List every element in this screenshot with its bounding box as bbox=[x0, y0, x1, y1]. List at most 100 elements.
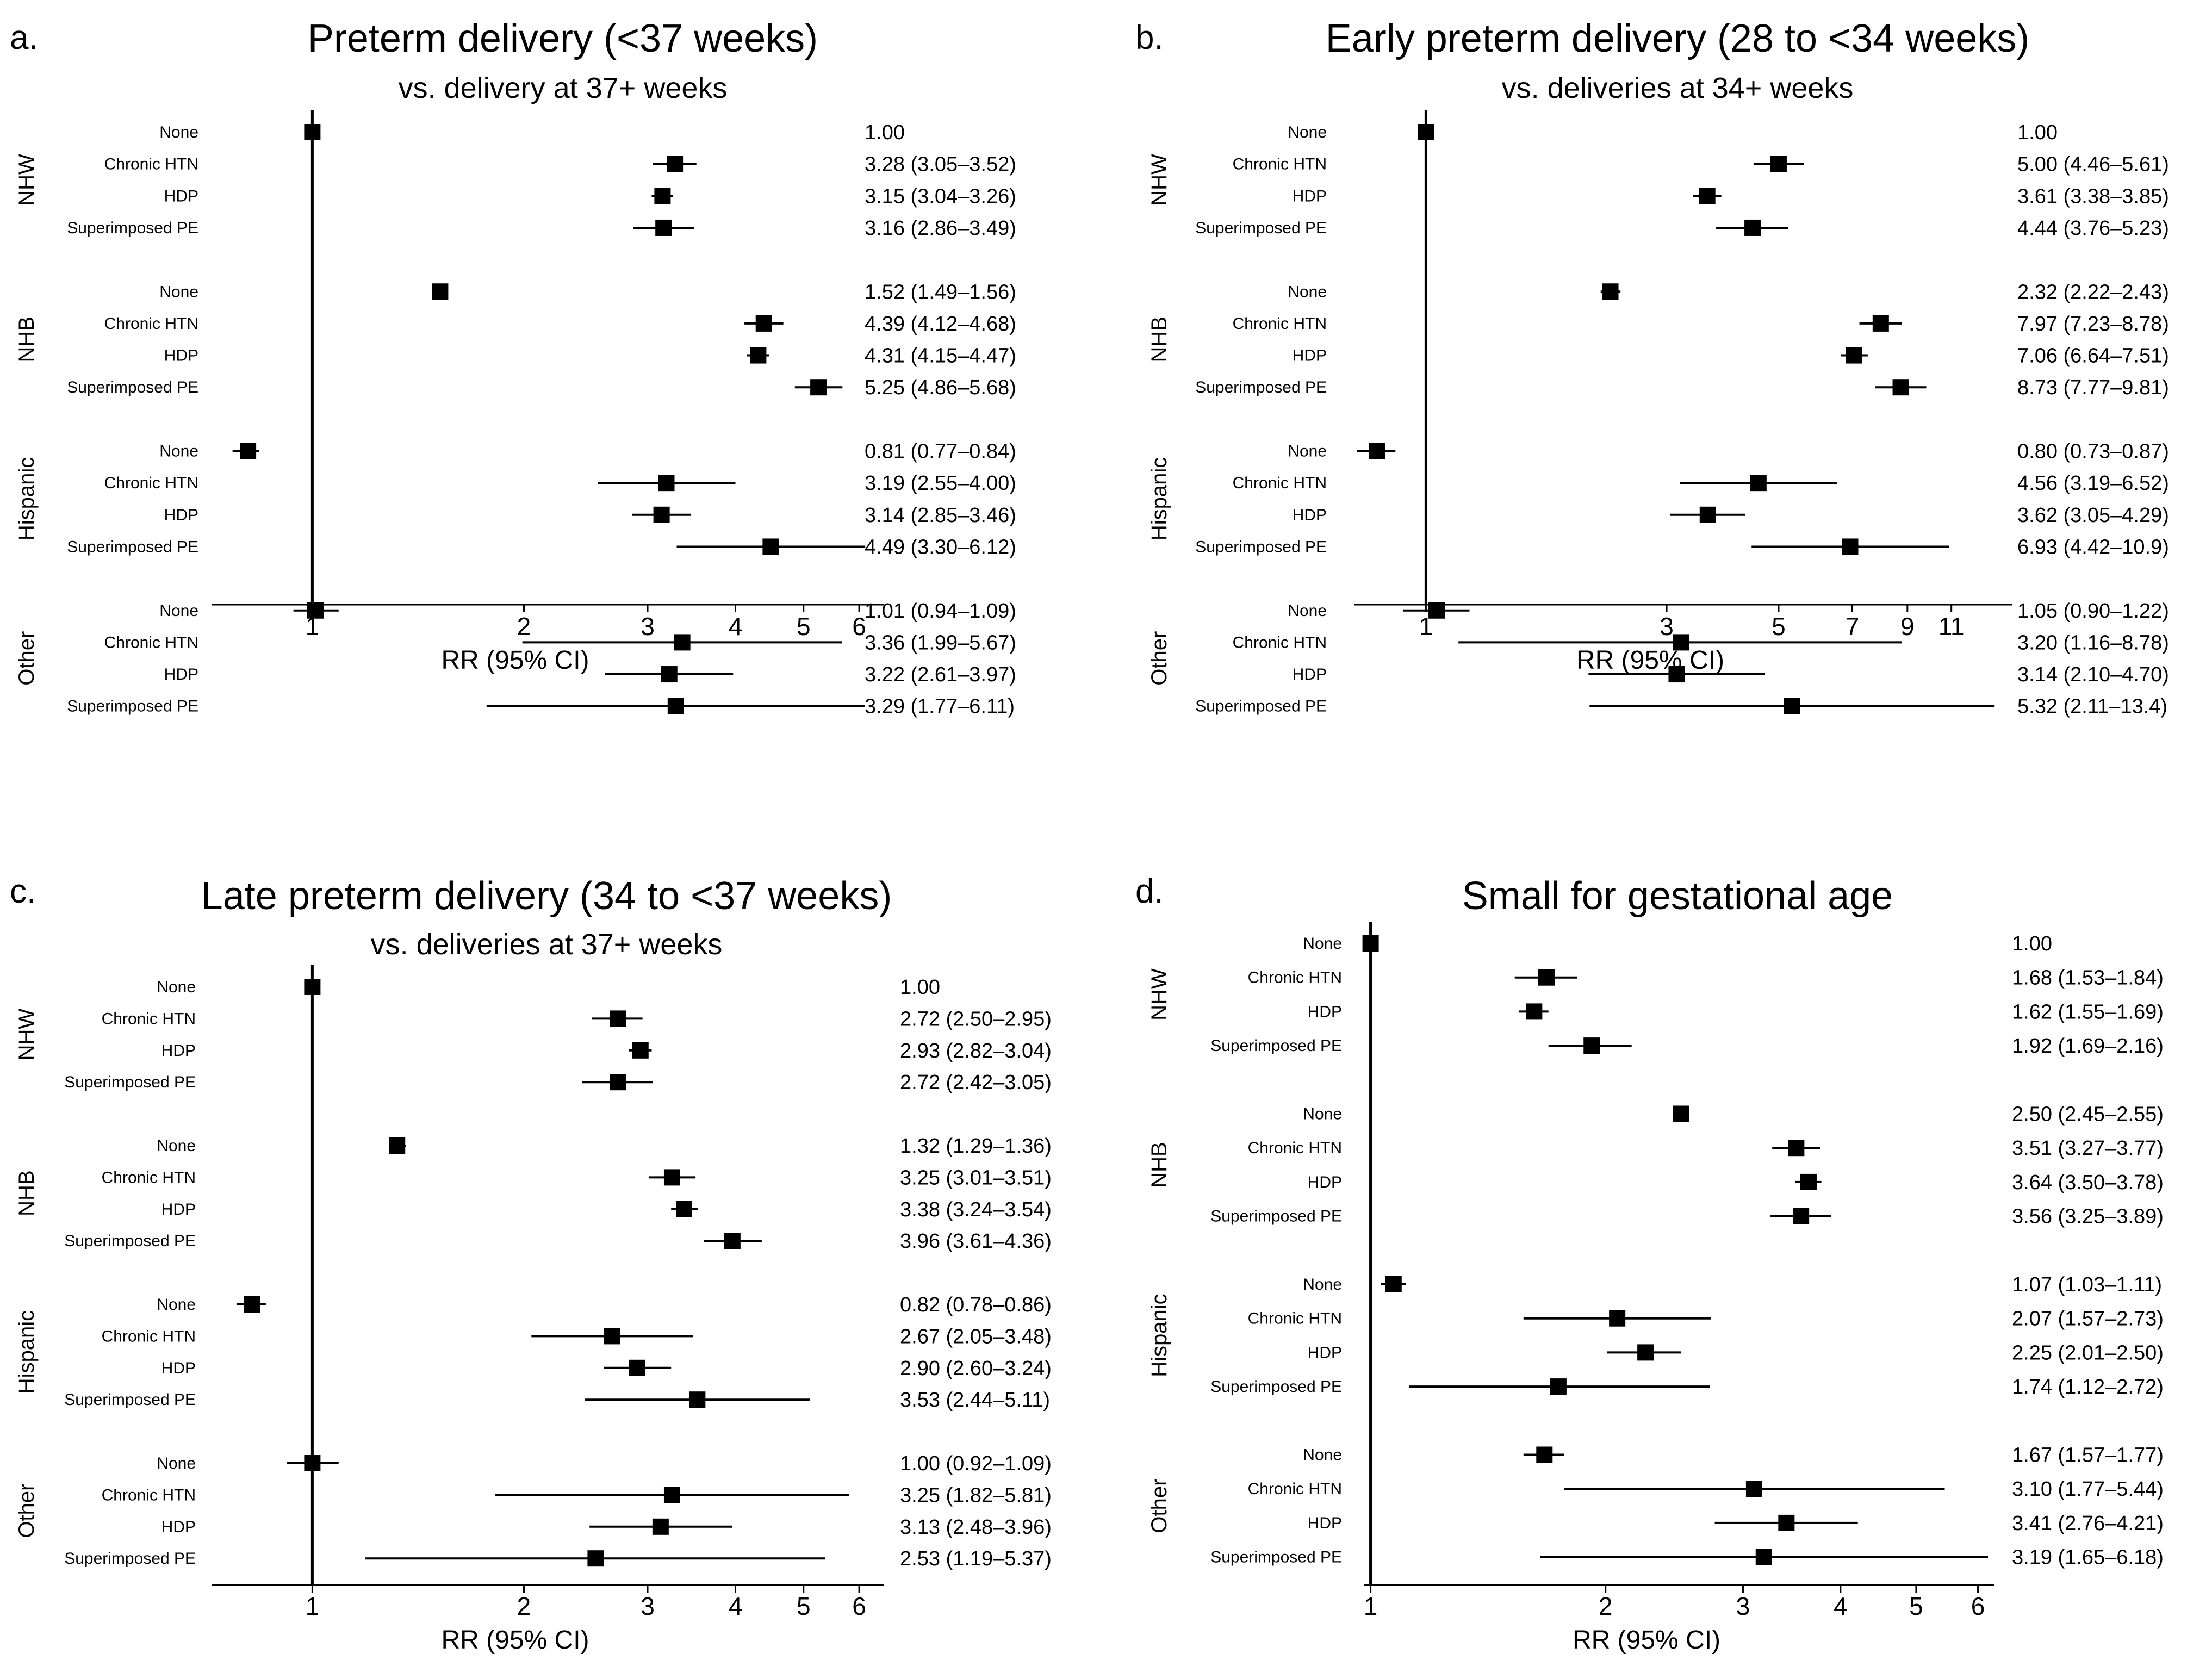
x-tick-label: 3 bbox=[641, 1592, 655, 1620]
x-tick-label: 7 bbox=[1846, 612, 1860, 641]
rr-value-label: 3.56 (3.25–3.89) bbox=[2012, 1205, 2164, 1228]
point-estimate bbox=[762, 538, 779, 555]
row-label: HDP bbox=[1293, 347, 1327, 365]
x-tick-label: 5 bbox=[1772, 612, 1786, 641]
row-label: HDP bbox=[1293, 187, 1327, 205]
point-estimate bbox=[587, 1550, 604, 1567]
rr-value-label: 5.25 (4.86–5.68) bbox=[865, 376, 1016, 399]
point-estimate bbox=[632, 1042, 649, 1059]
panel-label: d. bbox=[1135, 873, 1164, 910]
row-label: HDP bbox=[164, 187, 198, 205]
point-estimate bbox=[1385, 1276, 1402, 1292]
point-estimate bbox=[1369, 443, 1385, 459]
x-axis-label: RR (95% CI) bbox=[1573, 1626, 1720, 1655]
panel-title: Early preterm delivery (28 to <34 weeks) bbox=[1326, 17, 2030, 60]
row-label: None bbox=[1288, 602, 1327, 620]
x-axis-label: RR (95% CI) bbox=[1576, 646, 1724, 675]
group-label: Hispanic bbox=[1147, 457, 1171, 540]
panel-subtitle: vs. delivery at 37+ weeks bbox=[399, 72, 728, 104]
panel-subtitle: vs. deliveries at 37+ weeks bbox=[371, 928, 723, 961]
group-label: NHB bbox=[1147, 316, 1171, 362]
row-label: HDP bbox=[1308, 1173, 1342, 1191]
rr-value-label: 8.73 (7.77–9.81) bbox=[2017, 376, 2169, 399]
row-label: Chronic HTN bbox=[1233, 474, 1327, 492]
rr-value-label: 3.61 (3.38–3.85) bbox=[2017, 185, 2169, 208]
rr-value-label: 3.28 (3.05–3.52) bbox=[865, 153, 1016, 176]
group-label: NHB bbox=[1147, 1142, 1171, 1188]
rr-value-label: 1.92 (1.69–2.16) bbox=[2012, 1035, 2164, 1058]
rr-value-label: 3.13 (2.48–3.96) bbox=[900, 1516, 1052, 1539]
rr-value-label: 3.25 (1.82–5.81) bbox=[900, 1484, 1052, 1507]
x-tick-label: 4 bbox=[729, 612, 743, 641]
row-label: Chronic HTN bbox=[102, 1327, 196, 1345]
panel-label: c. bbox=[10, 873, 36, 910]
point-estimate bbox=[1526, 1003, 1543, 1020]
point-estimate bbox=[1699, 188, 1716, 204]
group-label: Other bbox=[1147, 631, 1171, 686]
row-label: None bbox=[1288, 443, 1327, 461]
row-label: Superimposed PE bbox=[64, 1232, 196, 1250]
point-estimate bbox=[1784, 698, 1800, 714]
point-estimate bbox=[1892, 379, 1909, 396]
row-label: None bbox=[1303, 935, 1342, 953]
rr-value-label: 0.80 (0.73–0.87) bbox=[2017, 440, 2169, 463]
rr-value-label: 3.22 (2.61–3.97) bbox=[865, 663, 1016, 686]
point-estimate bbox=[243, 1296, 260, 1313]
point-estimate bbox=[629, 1359, 645, 1376]
point-estimate bbox=[610, 1074, 626, 1091]
rr-value-label: 2.93 (2.82–3.04) bbox=[900, 1040, 1052, 1062]
row-label: Superimposed PE bbox=[67, 698, 198, 716]
point-estimate bbox=[750, 347, 767, 364]
group-label: Other bbox=[15, 631, 39, 686]
rr-value-label: 1.62 (1.55–1.69) bbox=[2012, 1000, 2164, 1023]
rr-value-label: 2.50 (2.45–2.55) bbox=[2012, 1103, 2164, 1126]
point-estimate bbox=[661, 666, 678, 683]
rr-value-label: 7.97 (7.23–8.78) bbox=[2017, 313, 2169, 335]
row-label: None bbox=[1303, 1446, 1342, 1464]
point-estimate bbox=[1668, 666, 1685, 683]
rr-value-label: 3.14 (2.85–3.46) bbox=[865, 504, 1016, 527]
point-estimate bbox=[654, 188, 671, 204]
point-estimate bbox=[810, 379, 827, 396]
point-estimate bbox=[1755, 1549, 1772, 1565]
rr-value-label: 2.53 (1.19–5.37) bbox=[900, 1547, 1052, 1570]
point-estimate bbox=[1538, 969, 1555, 986]
point-estimate bbox=[1745, 1481, 1762, 1497]
row-label: Chronic HTN bbox=[104, 156, 198, 173]
group-label: Other bbox=[15, 1484, 39, 1538]
row-label: Chronic HTN bbox=[1248, 1480, 1342, 1498]
row-label: Superimposed PE bbox=[64, 1073, 196, 1091]
row-label: Superimposed PE bbox=[1195, 378, 1327, 396]
point-estimate bbox=[724, 1233, 741, 1249]
row-label: Chronic HTN bbox=[102, 1010, 196, 1028]
rr-value-label: 1.74 (1.12–2.72) bbox=[2012, 1376, 2164, 1398]
rr-value-label: 3.14 (2.10–4.70) bbox=[2017, 663, 2169, 686]
point-estimate bbox=[1872, 315, 1889, 332]
point-estimate bbox=[1793, 1208, 1810, 1224]
rr-value-label: 1.67 (1.57–1.77) bbox=[2012, 1444, 2164, 1467]
point-estimate bbox=[1583, 1037, 1600, 1054]
rr-value-label: 2.32 (2.22–2.43) bbox=[2017, 281, 2169, 303]
group-label: Hispanic bbox=[15, 1310, 39, 1394]
point-estimate bbox=[1362, 935, 1379, 952]
x-tick-label: 3 bbox=[1736, 1592, 1750, 1620]
rr-value-label: 1.00 bbox=[2017, 121, 2058, 144]
point-estimate bbox=[610, 1010, 626, 1027]
rr-value-label: 1.00 (0.92–1.09) bbox=[900, 1452, 1052, 1475]
row-label: Superimposed PE bbox=[67, 219, 198, 237]
row-label: Chronic HTN bbox=[102, 1168, 196, 1186]
row-label: Chronic HTN bbox=[104, 474, 198, 492]
row-label: None bbox=[159, 123, 198, 141]
point-estimate bbox=[604, 1328, 620, 1345]
rr-value-label: 2.72 (2.50–2.95) bbox=[900, 1008, 1052, 1030]
rr-value-label: 3.96 (3.61–4.36) bbox=[900, 1230, 1052, 1253]
panel-title: Small for gestational age bbox=[1462, 874, 1893, 918]
group-label: NHW bbox=[15, 154, 39, 206]
rr-value-label: 2.25 (2.01–2.50) bbox=[2012, 1341, 2164, 1364]
point-estimate bbox=[1536, 1446, 1553, 1463]
point-estimate bbox=[1770, 156, 1787, 172]
row-label: Chronic HTN bbox=[1248, 969, 1342, 987]
x-tick-label: 6 bbox=[852, 612, 866, 641]
row-label: HDP bbox=[164, 347, 198, 365]
row-label: HDP bbox=[164, 666, 198, 683]
